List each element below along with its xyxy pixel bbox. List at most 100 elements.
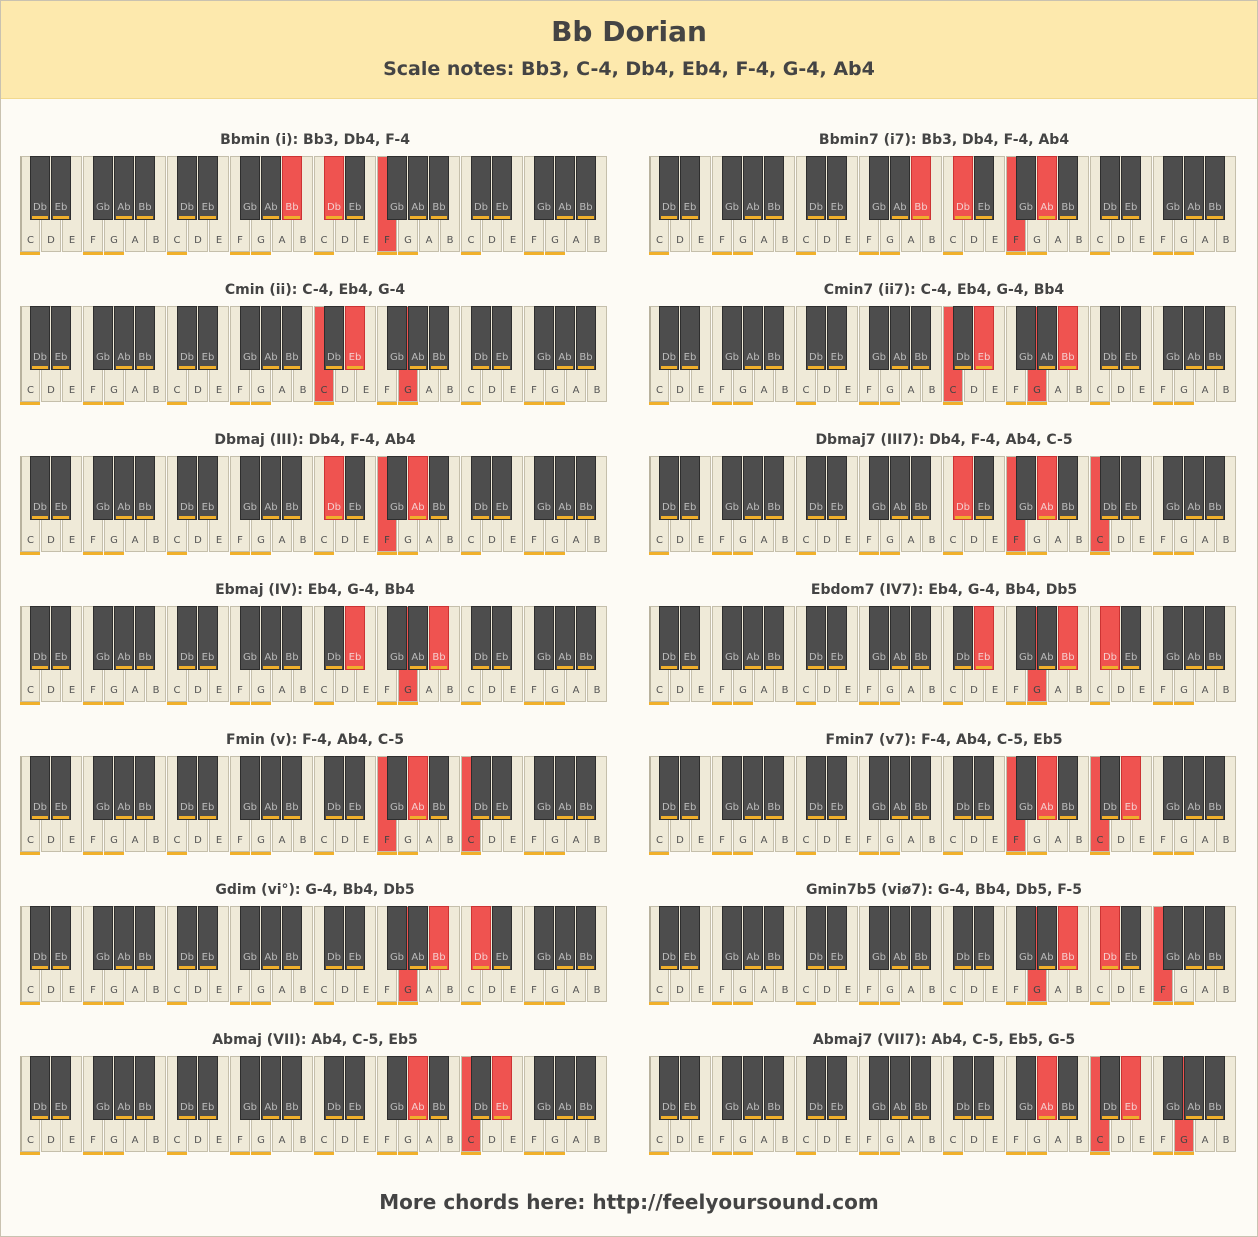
black-key[interactable]: Db <box>177 456 197 520</box>
black-key[interactable]: Eb <box>680 906 700 970</box>
black-key[interactable]: Eb <box>974 906 994 970</box>
black-key[interactable]: Db <box>324 306 344 370</box>
black-key[interactable]: Ab <box>1037 906 1057 970</box>
black-key[interactable]: Ab <box>743 906 763 970</box>
black-key[interactable]: Gb <box>534 306 554 370</box>
black-key[interactable]: Bb <box>911 906 931 970</box>
black-key[interactable]: Db <box>806 756 826 820</box>
black-key[interactable]: Gb <box>1163 606 1183 670</box>
black-key[interactable]: Ab <box>1037 756 1057 820</box>
black-key[interactable]: Ab <box>1184 156 1204 220</box>
black-key[interactable]: Db <box>324 606 344 670</box>
black-key[interactable]: Gb <box>1163 756 1183 820</box>
black-key[interactable]: Db <box>1100 156 1120 220</box>
black-key[interactable]: Db <box>177 756 197 820</box>
black-key[interactable]: Eb <box>827 456 847 520</box>
black-key[interactable]: Gb <box>534 156 554 220</box>
black-key[interactable]: Db <box>471 456 491 520</box>
black-key[interactable]: Gb <box>1163 906 1183 970</box>
black-key[interactable]: Gb <box>869 456 889 520</box>
black-key[interactable]: Eb <box>198 456 218 520</box>
black-key[interactable]: Db <box>324 156 344 220</box>
black-key[interactable]: Eb <box>345 606 365 670</box>
black-key[interactable]: Ab <box>890 756 910 820</box>
black-key[interactable]: Eb <box>51 1056 71 1120</box>
black-key[interactable]: Bb <box>282 456 302 520</box>
black-key[interactable]: Gb <box>240 156 260 220</box>
black-key[interactable]: Eb <box>1121 756 1141 820</box>
black-key[interactable]: Gb <box>93 606 113 670</box>
black-key[interactable]: Gb <box>387 1056 407 1120</box>
black-key[interactable]: Bb <box>429 906 449 970</box>
black-key[interactable]: Gb <box>1163 1056 1183 1120</box>
black-key[interactable]: Ab <box>743 306 763 370</box>
black-key[interactable]: Eb <box>827 606 847 670</box>
black-key[interactable]: Db <box>659 1056 679 1120</box>
black-key[interactable]: Bb <box>135 306 155 370</box>
black-key[interactable]: Ab <box>261 156 281 220</box>
black-key[interactable]: Db <box>1100 456 1120 520</box>
black-key[interactable]: Gb <box>387 906 407 970</box>
black-key[interactable]: Eb <box>680 156 700 220</box>
black-key[interactable]: Db <box>30 156 50 220</box>
black-key[interactable]: Ab <box>1037 606 1057 670</box>
black-key[interactable]: Db <box>1100 906 1120 970</box>
black-key[interactable]: Gb <box>240 456 260 520</box>
black-key[interactable]: Db <box>659 906 679 970</box>
black-key[interactable]: Gb <box>1016 456 1036 520</box>
black-key[interactable]: Bb <box>911 456 931 520</box>
black-key[interactable]: Eb <box>345 756 365 820</box>
black-key[interactable]: Db <box>30 1056 50 1120</box>
black-key[interactable]: Db <box>471 156 491 220</box>
black-key[interactable]: Bb <box>1058 606 1078 670</box>
black-key[interactable]: Gb <box>1016 1056 1036 1120</box>
black-key[interactable]: Eb <box>198 306 218 370</box>
black-key[interactable]: Gb <box>93 306 113 370</box>
black-key[interactable]: Eb <box>827 756 847 820</box>
black-key[interactable]: Db <box>1100 1056 1120 1120</box>
black-key[interactable]: Gb <box>869 606 889 670</box>
black-key[interactable]: Eb <box>974 756 994 820</box>
black-key[interactable]: Bb <box>1058 156 1078 220</box>
black-key[interactable]: Db <box>806 906 826 970</box>
black-key[interactable]: Bb <box>135 456 155 520</box>
black-key[interactable]: Bb <box>282 906 302 970</box>
black-key[interactable]: Ab <box>261 1056 281 1120</box>
black-key[interactable]: Bb <box>1205 606 1225 670</box>
black-key[interactable]: Gb <box>869 306 889 370</box>
black-key[interactable]: Eb <box>345 306 365 370</box>
black-key[interactable]: Ab <box>555 156 575 220</box>
black-key[interactable]: Gb <box>93 756 113 820</box>
black-key[interactable]: Bb <box>429 306 449 370</box>
black-key[interactable]: Db <box>953 756 973 820</box>
black-key[interactable]: Db <box>471 606 491 670</box>
black-key[interactable]: Ab <box>114 756 134 820</box>
black-key[interactable]: Db <box>471 306 491 370</box>
black-key[interactable]: Eb <box>974 1056 994 1120</box>
black-key[interactable]: Ab <box>890 1056 910 1120</box>
black-key[interactable]: Gb <box>722 306 742 370</box>
black-key[interactable]: Ab <box>408 906 428 970</box>
black-key[interactable]: Db <box>659 456 679 520</box>
black-key[interactable]: Ab <box>114 156 134 220</box>
black-key[interactable]: Db <box>659 756 679 820</box>
black-key[interactable]: Eb <box>492 906 512 970</box>
black-key[interactable]: Db <box>659 606 679 670</box>
black-key[interactable]: Db <box>953 606 973 670</box>
black-key[interactable]: Gb <box>534 1056 554 1120</box>
black-key[interactable]: Gb <box>722 906 742 970</box>
black-key[interactable]: Eb <box>198 156 218 220</box>
black-key[interactable]: Ab <box>408 306 428 370</box>
black-key[interactable]: Ab <box>555 456 575 520</box>
black-key[interactable]: Db <box>30 756 50 820</box>
black-key[interactable]: Ab <box>555 906 575 970</box>
black-key[interactable]: Bb <box>911 1056 931 1120</box>
black-key[interactable]: Gb <box>534 456 554 520</box>
black-key[interactable]: Bb <box>282 756 302 820</box>
black-key[interactable]: Ab <box>743 456 763 520</box>
black-key[interactable]: Db <box>324 456 344 520</box>
black-key[interactable]: Gb <box>869 1056 889 1120</box>
black-key[interactable]: Gb <box>1016 606 1036 670</box>
black-key[interactable]: Bb <box>135 606 155 670</box>
black-key[interactable]: Ab <box>1184 456 1204 520</box>
